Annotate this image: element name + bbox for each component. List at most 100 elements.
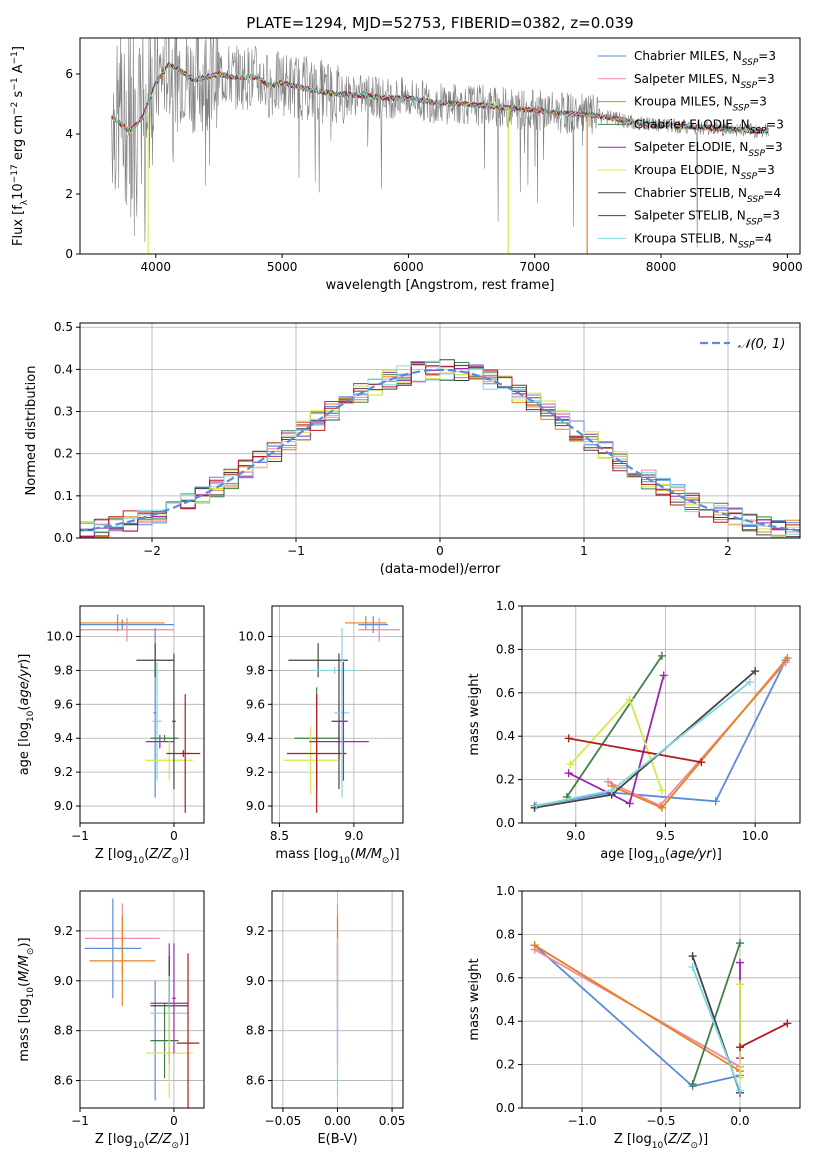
label-part: )] bbox=[179, 1132, 189, 1147]
y-tick-label: 9.0 bbox=[54, 974, 73, 988]
x-axis-label: age [log10(age/yr)] bbox=[600, 847, 722, 866]
x-tick-label: 0.0 bbox=[730, 1114, 749, 1128]
label-part: Kroupa MILES, N bbox=[634, 95, 733, 109]
axes-box bbox=[271, 605, 404, 824]
x-tick-label: −1 bbox=[71, 1114, 89, 1128]
weight-line bbox=[566, 655, 663, 798]
plot-area-weight_vs_Z bbox=[530, 939, 792, 1097]
legend-label: Salpeter STELIB, NSSP=3 bbox=[634, 209, 780, 228]
y-tick-label: 0.3 bbox=[54, 405, 73, 419]
plot-area-spectrum bbox=[111, 38, 769, 254]
label-part: 10 bbox=[26, 987, 36, 999]
legend-label: Salpeter ELODIE, NSSP=3 bbox=[634, 140, 783, 159]
label-part: 10 bbox=[133, 1141, 145, 1151]
label-part: 10 bbox=[133, 856, 145, 866]
plots-layer: 4000 5000 6000 7000 8000 9000 0 2 4 6 wavelength [… bbox=[10, 37, 803, 1151]
label-part: SSP bbox=[738, 240, 755, 250]
label-part: SSP bbox=[733, 104, 750, 114]
label-part: ⊙ bbox=[171, 1141, 179, 1151]
axes-frame-weight_vs_Z: −1.0 −0.5 0.0 0.0 0.2 0.4 0.6 0.8 1.0 Z [log10(Z/… bbox=[467, 884, 801, 1151]
label-part: =3 bbox=[749, 95, 767, 109]
axes-frame-mass_vs_Z: −1 08.68.89.09.2Z [log10(Z/Z⊙)]mass [log1… bbox=[17, 890, 205, 1151]
label-part: −17 bbox=[10, 164, 20, 183]
label-part: =4 bbox=[764, 186, 782, 200]
y-tick-label: 0.4 bbox=[496, 729, 515, 743]
axes-box bbox=[79, 605, 205, 824]
y-tick-label: 9.2 bbox=[54, 765, 73, 779]
label-part: −2 bbox=[10, 102, 20, 115]
label-part: SSP bbox=[750, 126, 767, 136]
label-part: ( bbox=[350, 847, 355, 862]
y-tick-label: 9.8 bbox=[246, 663, 265, 677]
legend-label: Chabrier MILES, NSSP=3 bbox=[634, 49, 776, 68]
y-tick-label: 6 bbox=[65, 67, 73, 81]
y-tick-label: 9.0 bbox=[54, 799, 73, 813]
y-tick-label: 0.0 bbox=[496, 1101, 515, 1115]
label-part: erg cm bbox=[11, 115, 26, 164]
x-tick-label: 0 bbox=[170, 829, 178, 843]
label-part: =3 bbox=[758, 49, 776, 63]
panel-mass_vs_EBV: −0.05 0.00 0.05 8.6 8.8 9.0 9.2 E(B-V) bbox=[246, 890, 405, 1147]
y-tick-label: 1.0 bbox=[496, 599, 515, 613]
legend-label: 𝒩(0, 1) bbox=[738, 337, 785, 352]
x-tick-label: −0.05 bbox=[265, 1114, 302, 1128]
label-part: Chabrier ELODIE, N bbox=[634, 117, 750, 131]
x-tick-label: 0 bbox=[170, 1114, 178, 1128]
y-tick-label: 0.2 bbox=[54, 447, 73, 461]
label-part: SSP bbox=[742, 58, 759, 68]
label-part: SSP bbox=[741, 172, 758, 182]
y-tick-label: 9.0 bbox=[246, 974, 265, 988]
panel-weight_vs_age: 9.0 9.5 10.0 0.0 0.2 0.4 0.6 0.8 1.0 age [log10(a… bbox=[467, 599, 801, 866]
x-tick-label: −0.5 bbox=[646, 1114, 675, 1128]
panel-age_vs_Z: −1 09.09.29.49.69.810.0Z [log10(Z/Z⊙)]age… bbox=[17, 605, 205, 866]
label-part: ⊙ bbox=[382, 856, 390, 866]
axes-frame-age_vs_Z: −1 09.09.29.49.69.810.0Z [log10(Z/Z⊙)]age… bbox=[17, 605, 205, 866]
weight-line bbox=[569, 697, 663, 791]
x-tick-label: 8.5 bbox=[270, 829, 289, 843]
label-part: Salpeter ELODIE, N bbox=[634, 140, 748, 154]
x-tick-label: −1.0 bbox=[567, 1114, 596, 1128]
weight-line bbox=[611, 657, 789, 809]
label-part: )] bbox=[698, 1132, 708, 1147]
label-part: A bbox=[11, 64, 26, 77]
label-part: M/M bbox=[17, 955, 32, 982]
label-part: )] bbox=[389, 847, 399, 862]
x-tick-label: 9.0 bbox=[566, 829, 585, 843]
y-tick-label: 9.4 bbox=[54, 731, 73, 745]
y-tick-label: 4 bbox=[65, 127, 73, 141]
x-tick-label: 0 bbox=[436, 544, 444, 558]
y-tick-label: 8.8 bbox=[54, 1024, 73, 1038]
x-axis-label: E(B-V) bbox=[317, 1132, 357, 1147]
x-tick-label: 9000 bbox=[772, 260, 803, 274]
label-part: age [log bbox=[600, 847, 653, 862]
label-part: =3 bbox=[765, 140, 783, 154]
label-part: wavelength [Angstrom, rest frame] bbox=[326, 278, 555, 293]
label-part: ( bbox=[144, 847, 149, 862]
label-part: Z/Z bbox=[148, 1132, 172, 1147]
weight-line bbox=[568, 737, 702, 764]
y-axis-label: mass weight bbox=[467, 958, 482, 1040]
label-part: ( bbox=[663, 1132, 668, 1147]
x-tick-label: 9.0 bbox=[344, 829, 363, 843]
x-tick-label: 9.5 bbox=[656, 829, 675, 843]
y-axis-label: mass [log10(M/M⊙)] bbox=[17, 937, 36, 1061]
y-axis-label: mass weight bbox=[467, 673, 482, 755]
y-tick-label: 9.4 bbox=[246, 731, 265, 745]
axes-box bbox=[521, 605, 801, 824]
y-tick-label: 1.0 bbox=[496, 884, 515, 898]
histogram-step bbox=[80, 360, 800, 538]
axes-frame-spectrum: 4000 5000 6000 7000 8000 9000 0 2 4 6 wavelength [… bbox=[10, 37, 803, 293]
x-tick-label: 5000 bbox=[267, 260, 298, 274]
label-part: −1 bbox=[10, 51, 20, 64]
weight-line bbox=[739, 1022, 788, 1049]
legend-label: Kroupa MILES, NSSP=3 bbox=[634, 95, 767, 114]
plot-area-weight_vs_age bbox=[530, 651, 792, 812]
label-part: M/M bbox=[355, 847, 382, 862]
y-tick-label: 8.6 bbox=[246, 1074, 265, 1088]
label-part: SSP bbox=[741, 81, 758, 91]
y-tick-label: 0 bbox=[65, 247, 73, 261]
panel-mass_vs_Z: −1 08.68.89.09.2Z [log10(Z/Z⊙)]mass [log1… bbox=[17, 890, 205, 1151]
label-part: )] bbox=[179, 847, 189, 862]
histogram-step bbox=[80, 363, 800, 537]
x-tick-label: −1 bbox=[287, 544, 305, 558]
